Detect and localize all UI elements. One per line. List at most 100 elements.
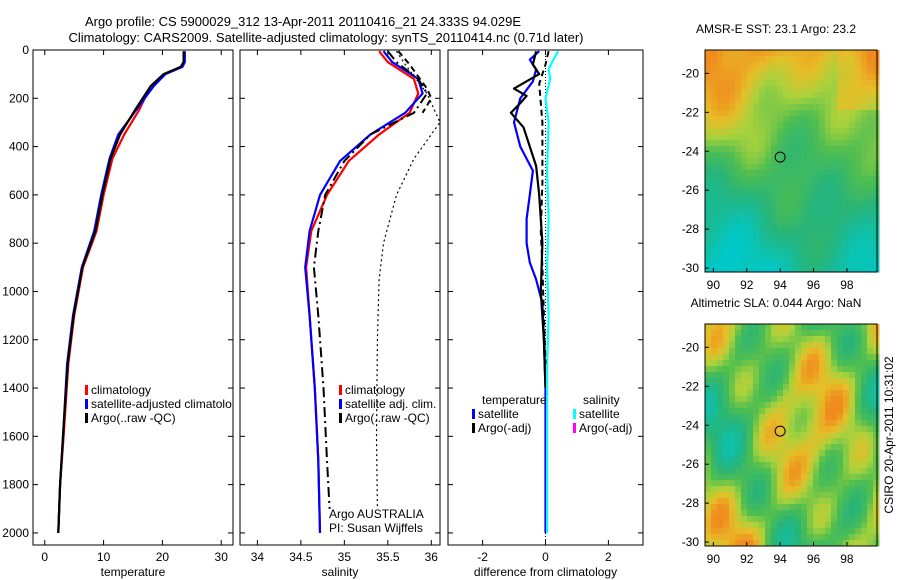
heatmap-cell [789, 50, 796, 57]
heatmap-cell [735, 158, 742, 165]
heatmap-cell [771, 438, 778, 445]
heatmap-cell [801, 492, 808, 499]
heatmap-cell [705, 242, 712, 249]
heatmap-cell [849, 360, 856, 367]
heatmap-cell [867, 438, 874, 445]
heatmap-cell [843, 474, 850, 481]
heatmap-cell [777, 236, 784, 243]
heatmap-cell [861, 432, 868, 439]
heatmap-cell [801, 384, 808, 391]
heatmap-cell [729, 396, 736, 403]
heatmap-cell [795, 164, 802, 171]
heatmap-cell [741, 522, 748, 529]
heatmap-cell [729, 68, 736, 75]
heatmap-cell [789, 98, 796, 105]
heatmap-cell [837, 128, 844, 135]
heatmap-cell [723, 342, 730, 349]
heatmap-cell [873, 426, 880, 433]
heatmap-cell [759, 230, 766, 237]
heatmap-cell [855, 432, 862, 439]
heatmap-cell [861, 366, 868, 373]
heatmap-cell [753, 486, 760, 493]
heatmap-cell [795, 122, 802, 129]
heatmap-cell [723, 486, 730, 493]
heatmap-cell [741, 444, 748, 451]
heatmap-cell [867, 206, 874, 213]
heatmap-cell [825, 104, 832, 111]
heatmap-cell [705, 504, 712, 511]
heatmap-cell [831, 110, 838, 117]
heatmap-cell [759, 426, 766, 433]
heatmap-cell [789, 540, 796, 547]
heatmap-cell [711, 324, 718, 331]
heatmap-cell [789, 414, 796, 421]
heatmap-cell [771, 450, 778, 457]
heatmap-cell [843, 426, 850, 433]
heatmap-cell [729, 444, 736, 451]
heatmap-cell [747, 80, 754, 87]
heatmap-cell [867, 432, 874, 439]
heatmap-cell [759, 408, 766, 415]
heatmap-cell [789, 384, 796, 391]
heatmap-cell [741, 432, 748, 439]
heatmap-cell [735, 260, 742, 267]
heatmap-cell [741, 224, 748, 231]
heatmap-cell [819, 390, 826, 397]
heatmap-cell [873, 194, 880, 201]
heatmap-cell [729, 86, 736, 93]
heatmap-cell [825, 342, 832, 349]
heatmap-cell [735, 86, 742, 93]
x-tick-label: 30 [215, 550, 229, 564]
heatmap-cell [747, 378, 754, 385]
heatmap-cell [819, 528, 826, 535]
heatmap-cell [753, 164, 760, 171]
heatmap-cell [813, 74, 820, 81]
heatmap-cell [771, 408, 778, 415]
heatmap-cell [831, 122, 838, 129]
profile-panel-salinity: 34 34.5 35 35.5 36salinityclimatologysatelli… [239, 49, 441, 579]
heatmap-cell [765, 134, 772, 141]
heatmap-cell [705, 230, 712, 237]
heatmap-cell [705, 468, 712, 475]
heatmap-cell [849, 254, 856, 261]
heatmap-cell [795, 56, 802, 63]
heatmap-cell [837, 474, 844, 481]
heatmap-cell [723, 230, 730, 237]
heatmap-cell [807, 348, 814, 355]
heatmap-cell [717, 420, 724, 427]
heatmap-cell [789, 528, 796, 535]
heatmap-cell [729, 324, 736, 331]
heatmap-cell [753, 342, 760, 349]
heatmap-cell [747, 342, 754, 349]
heatmap-cell [789, 194, 796, 201]
heatmap-cell [705, 116, 712, 123]
heatmap-cell [807, 98, 814, 105]
legend-label: satellite-adjusted climatology [91, 397, 244, 411]
heatmap-cell [819, 450, 826, 457]
heatmap-cell [735, 218, 742, 225]
heatmap-cell [717, 134, 724, 141]
heatmap-cell [819, 170, 826, 177]
heatmap-cell [705, 266, 712, 273]
heatmap-cell [795, 462, 802, 469]
heatmap-cell [741, 140, 748, 147]
heatmap-cell [705, 330, 712, 337]
heatmap-cell [831, 348, 838, 355]
heatmap-cell [765, 62, 772, 69]
heatmap-cell [873, 188, 880, 195]
heatmap-cell [723, 462, 730, 469]
series-line-difference-3 [538, 50, 550, 364]
heatmap-cell [867, 402, 874, 409]
heatmap-cell [783, 468, 790, 475]
heatmap-cell [861, 480, 868, 487]
heatmap-cell [765, 260, 772, 267]
heatmap-cell [777, 254, 784, 261]
heatmap-cell [873, 438, 880, 445]
heatmap-cell [729, 170, 736, 177]
heatmap-cell [789, 510, 796, 517]
heatmap-cell [771, 254, 778, 261]
heatmap-cell [831, 164, 838, 171]
heatmap-cell [825, 242, 832, 249]
heatmap-cell [747, 188, 754, 195]
